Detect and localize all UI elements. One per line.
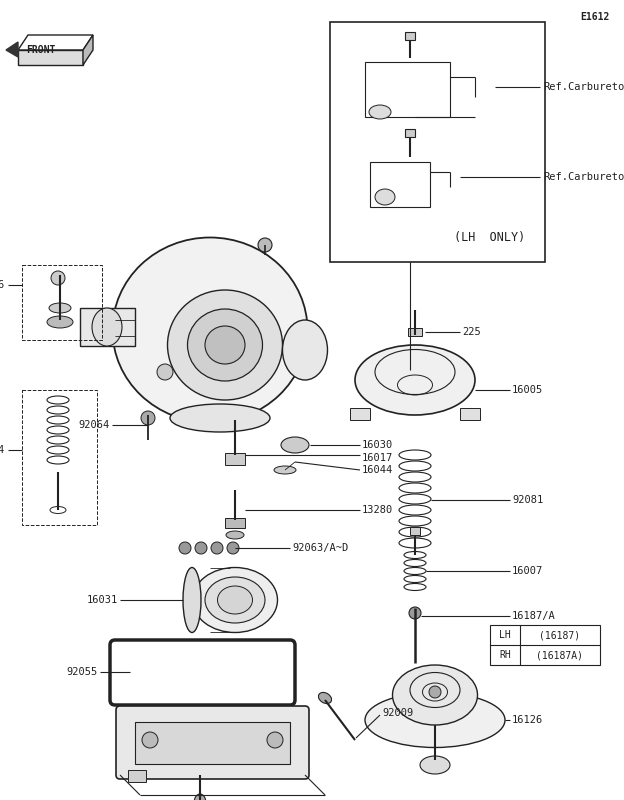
Ellipse shape <box>167 290 283 400</box>
Text: (16187): (16187) <box>539 630 580 640</box>
Text: 16014: 16014 <box>0 445 5 455</box>
Ellipse shape <box>392 665 477 725</box>
Circle shape <box>179 542 191 554</box>
Text: (16187A): (16187A) <box>537 650 583 660</box>
Polygon shape <box>83 35 93 65</box>
Circle shape <box>258 238 272 252</box>
Text: 16031: 16031 <box>87 595 118 605</box>
Polygon shape <box>18 35 93 50</box>
Bar <box>405 32 415 40</box>
Ellipse shape <box>274 466 296 474</box>
Circle shape <box>211 542 223 554</box>
Ellipse shape <box>365 693 505 747</box>
Bar <box>350 408 370 420</box>
Ellipse shape <box>194 794 206 800</box>
Ellipse shape <box>170 404 270 432</box>
Ellipse shape <box>318 693 331 703</box>
Ellipse shape <box>355 345 475 415</box>
Bar <box>225 518 245 528</box>
Ellipse shape <box>187 309 263 381</box>
Circle shape <box>157 364 173 380</box>
Bar <box>330 22 545 262</box>
Ellipse shape <box>112 238 308 422</box>
Polygon shape <box>18 50 83 65</box>
Circle shape <box>51 271 65 285</box>
Text: 16044: 16044 <box>362 465 393 475</box>
Ellipse shape <box>375 189 395 205</box>
Text: 92081: 92081 <box>512 495 544 505</box>
Bar <box>410 527 420 535</box>
Ellipse shape <box>283 320 328 380</box>
Text: 16030: 16030 <box>362 440 393 450</box>
Bar <box>460 408 480 420</box>
Text: 16126: 16126 <box>512 715 544 725</box>
Ellipse shape <box>281 437 309 453</box>
Circle shape <box>409 607 421 619</box>
Text: 16007: 16007 <box>512 566 544 576</box>
Text: 92055: 92055 <box>67 667 98 677</box>
Bar <box>490 625 600 665</box>
Bar <box>80 308 135 346</box>
Text: 225: 225 <box>462 327 480 337</box>
Bar <box>128 770 146 782</box>
Text: Ref.Carburetor: Ref.Carburetor <box>543 172 624 182</box>
Circle shape <box>142 732 158 748</box>
Circle shape <box>429 686 441 698</box>
Text: 92063/A~D: 92063/A~D <box>292 543 348 553</box>
Text: 16005: 16005 <box>512 385 544 395</box>
Text: 92009: 92009 <box>382 708 413 718</box>
Circle shape <box>141 411 155 425</box>
Ellipse shape <box>47 316 73 328</box>
Text: (LH  ONLY): (LH ONLY) <box>454 230 525 243</box>
Ellipse shape <box>183 567 201 633</box>
Text: RH: RH <box>499 650 511 660</box>
Ellipse shape <box>226 531 244 539</box>
Circle shape <box>227 542 239 554</box>
Text: 16187/A: 16187/A <box>512 611 556 621</box>
Polygon shape <box>6 42 18 57</box>
Ellipse shape <box>369 105 391 119</box>
Bar <box>135 722 290 764</box>
Text: 16017: 16017 <box>362 453 393 463</box>
Text: 16016: 16016 <box>0 280 5 290</box>
Text: FRONT: FRONT <box>26 45 56 55</box>
Ellipse shape <box>92 308 122 346</box>
Bar <box>370 162 430 207</box>
Bar <box>22 265 102 340</box>
Text: Ref.Carburetor: Ref.Carburetor <box>543 82 624 92</box>
Ellipse shape <box>205 577 265 623</box>
Circle shape <box>195 542 207 554</box>
Text: E1612: E1612 <box>580 12 610 22</box>
Ellipse shape <box>218 586 253 614</box>
Ellipse shape <box>205 326 245 364</box>
Text: 92064: 92064 <box>79 420 110 430</box>
Bar <box>365 62 450 117</box>
Ellipse shape <box>192 567 278 633</box>
Bar <box>405 129 415 137</box>
Bar <box>225 453 245 465</box>
Circle shape <box>267 732 283 748</box>
Text: LH: LH <box>499 630 511 640</box>
Bar <box>22 390 97 525</box>
Ellipse shape <box>420 756 450 774</box>
Text: 13280: 13280 <box>362 505 393 515</box>
Ellipse shape <box>49 303 71 313</box>
FancyBboxPatch shape <box>116 706 309 779</box>
Bar <box>408 328 422 336</box>
